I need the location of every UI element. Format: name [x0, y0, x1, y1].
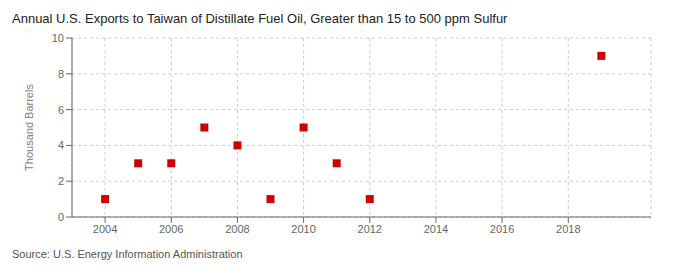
svg-text:2016: 2016	[490, 223, 514, 235]
svg-text:4: 4	[58, 139, 64, 151]
svg-text:0: 0	[58, 211, 64, 223]
html-text:Source: U.S. Energy Informatio: Source: U.S. Energy Information Administ…	[12, 248, 243, 260]
svg-text:2008: 2008	[225, 223, 249, 235]
svg-text:2012: 2012	[358, 223, 382, 235]
svg-text:2004: 2004	[93, 223, 117, 235]
svg-text:2010: 2010	[291, 223, 315, 235]
svg-text:6: 6	[58, 104, 64, 116]
svg-text:2018: 2018	[556, 223, 580, 235]
svg-text:2006: 2006	[159, 223, 183, 235]
svg-text:10: 10	[52, 32, 64, 44]
svg-text:2: 2	[58, 175, 64, 187]
svg-text:Thousand Barrels: Thousand Barrels	[23, 84, 35, 171]
svg-text:8: 8	[58, 68, 64, 80]
svg-text:2014: 2014	[424, 223, 448, 235]
html-text:Annual U.S. Exports to Taiwan: Annual U.S. Exports to Taiwan of Distill…	[12, 11, 508, 26]
